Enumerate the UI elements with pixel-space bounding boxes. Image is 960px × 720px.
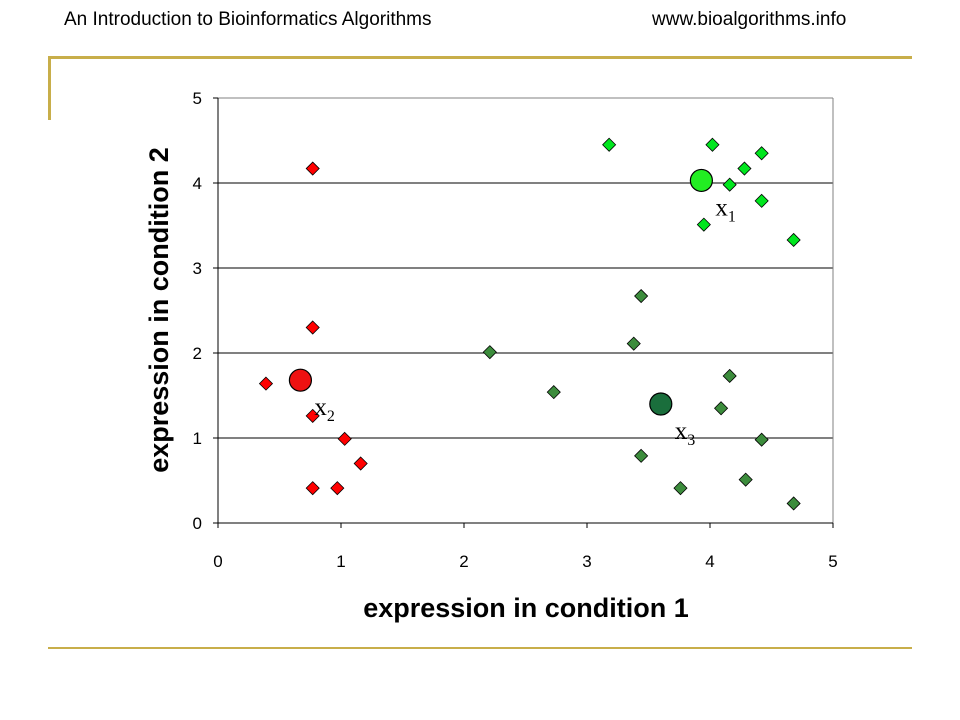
data-point: [786, 232, 801, 248]
centroid-label: x1: [715, 194, 736, 225]
centroid-marker: [288, 368, 313, 392]
y-tick-label: 5: [193, 89, 202, 108]
x-tick-label: 2: [459, 552, 468, 571]
data-point: [258, 376, 274, 391]
data-point: [786, 496, 801, 511]
y-tick-label: 1: [193, 429, 202, 448]
centroid-marker: [649, 392, 673, 416]
x-tick-label: 3: [582, 552, 591, 571]
x-tick-label: 1: [336, 552, 345, 571]
data-point: [634, 288, 649, 304]
left-accent-bar: [48, 56, 51, 120]
data-point: [705, 137, 720, 152]
bottom-divider: [48, 647, 912, 649]
header-website: www.bioalgorithms.info: [652, 9, 847, 30]
data-point: [714, 401, 729, 416]
data-point: [337, 431, 352, 446]
data-point: [626, 336, 641, 351]
y-tick-label: 4: [193, 174, 202, 193]
x-tick-label: 4: [705, 552, 714, 571]
data-point: [353, 456, 368, 471]
data-point: [482, 345, 497, 360]
centroid-label: x3: [675, 418, 696, 449]
header-book-title: An Introduction to Bioinformatics Algori…: [64, 9, 432, 30]
x-axis-title: expression in condition 1: [363, 593, 689, 623]
x-tick-label: 5: [828, 552, 837, 571]
data-point: [634, 448, 649, 463]
centroid-label: x2: [314, 394, 335, 425]
data-point: [722, 177, 737, 192]
data-point: [696, 217, 711, 232]
data-point: [546, 385, 561, 400]
data-point: [722, 368, 737, 384]
data-point: [754, 193, 769, 208]
centroid-marker: [689, 168, 713, 193]
data-point: [305, 320, 320, 335]
y-axis-title: expression in condition 2: [144, 147, 174, 473]
y-tick-label: 2: [193, 344, 202, 363]
y-tick-label: 3: [193, 259, 202, 278]
x-tick-label: 0: [213, 552, 222, 571]
data-point: [673, 481, 688, 496]
data-point: [737, 161, 752, 176]
data-point: [305, 161, 320, 176]
data-point: [738, 472, 753, 487]
data-point: [330, 481, 345, 496]
data-point: [754, 432, 769, 447]
data-point: [602, 137, 617, 152]
data-point: [305, 408, 320, 423]
y-tick-label: 0: [193, 514, 202, 533]
data-point: [305, 481, 320, 496]
top-divider: [48, 56, 912, 59]
data-point: [754, 146, 769, 161]
